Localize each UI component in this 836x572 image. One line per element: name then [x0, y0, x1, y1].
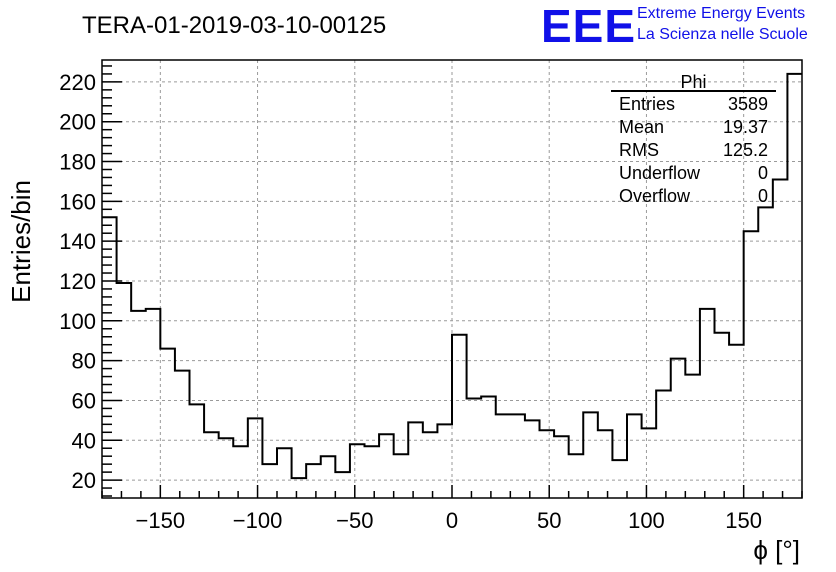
y-tick-label: 180 — [59, 150, 96, 175]
eee-logo-line2: La Scienza nelle Scuole — [637, 26, 808, 43]
y-tick-label: 200 — [59, 110, 96, 135]
histogram-series — [102, 72, 802, 480]
x-tick-label: −50 — [336, 508, 373, 533]
y-tick-label: 80 — [72, 349, 96, 374]
x-axis-label: ϕ [°] — [753, 535, 800, 565]
eee-logo: EEE Extreme Energy Events La Scienza nel… — [541, 0, 808, 52]
y-tick-label: 20 — [72, 468, 96, 493]
x-tick-label: −150 — [136, 508, 186, 533]
stats-label: RMS — [619, 140, 659, 160]
stats-label: Overflow — [619, 186, 691, 206]
stats-title: Phi — [680, 72, 706, 92]
y-axis: 20 40 60 80 100 120 140 160 180 200 220 — [59, 65, 122, 497]
x-tick-label: 50 — [537, 508, 561, 533]
y-tick-label: 160 — [59, 189, 96, 214]
stats-value: 19.37 — [723, 117, 768, 137]
y-tick-label: 60 — [72, 388, 96, 413]
x-tick-label: 100 — [628, 508, 665, 533]
chart-title: TERA-01-2019-03-10-00125 — [82, 12, 386, 39]
stats-label: Entries — [619, 94, 675, 114]
x-tick-label: −100 — [233, 508, 283, 533]
y-tick-label: 100 — [59, 309, 96, 334]
eee-logo-line1: Extreme Energy Events — [637, 5, 805, 22]
y-tick-label: 120 — [59, 269, 96, 294]
stats-value: 0 — [758, 186, 768, 206]
y-tick-label: 220 — [59, 70, 96, 95]
stats-value: 125.2 — [723, 140, 768, 160]
stats-value: 0 — [758, 163, 768, 183]
y-tick-label: 40 — [72, 428, 96, 453]
stats-value: 3589 — [728, 94, 768, 114]
stats-label: Underflow — [619, 163, 701, 183]
eee-logo-mark: EEE — [541, 0, 636, 52]
x-tick-label: 150 — [725, 508, 762, 533]
y-tick-label: 140 — [59, 229, 96, 254]
x-axis: −150 −100 −50 0 50 100 150 — [101, 485, 803, 533]
stats-label: Mean — [619, 117, 664, 137]
y-axis-label: Entries/bin — [6, 180, 36, 303]
x-tick-label: 0 — [446, 508, 458, 533]
